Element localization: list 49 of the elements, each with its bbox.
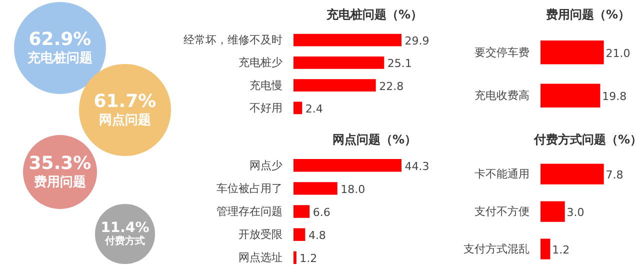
bar [294,182,338,195]
y-tick-label: 不好用 [250,101,282,114]
category-label: 付费方式 [104,236,145,248]
bar [294,102,302,114]
data-label: 1.2 [552,244,570,256]
data-label: 11.4% [100,220,150,236]
category-label: 网点问题 [98,112,151,129]
chart-title: 网点问题（%） [332,132,417,146]
bar [294,79,376,92]
data-label: 25.1 [387,57,412,70]
data-label: 61.7% [94,91,156,113]
data-label: 62.9% [28,29,92,51]
data-label: 29.9 [404,34,430,48]
data-label: 4.8 [308,229,326,242]
y-tick-label: 管理存在问题 [216,205,282,218]
y-tick-label: 充电慢 [250,78,282,92]
data-label: 22.8 [379,80,404,93]
data-label: 18.0 [340,182,366,196]
bar [294,205,310,218]
y-tick-label: 充电桩少 [238,56,282,70]
bar [294,251,296,264]
data-label: 6.6 [312,206,330,219]
y-tick-label: 卡不能通用 [474,168,530,180]
bar [294,34,402,46]
data-label: 2.4 [305,102,323,116]
data-label: 7.8 [606,168,624,182]
category-label: 费用问题 [34,174,86,191]
bar [294,56,384,69]
data-label: 3.0 [566,206,584,219]
data-label: 44.3 [404,160,430,173]
data-label: 19.8 [602,90,627,104]
chart-title: 付费方式问题（%） [532,132,640,146]
y-tick-label: 充电收费高 [474,89,530,102]
y-tick-label: 车位被占用了 [216,182,282,195]
category-label: 充电桩问题 [28,51,92,67]
y-tick-label: 支付方式混乱 [464,242,530,256]
data-label: 35.3% [28,153,92,175]
y-tick-label: 支付不方便 [474,205,530,218]
bar [294,159,402,172]
data-label: 21.0 [606,46,630,60]
chart-title: 费用问题（%） [544,8,630,22]
chart-title: 充电桩问题（%） [325,8,423,22]
data-label: 1.2 [300,252,318,266]
y-tick-label: 网点选址 [238,251,282,264]
y-tick-label: 开放受限 [238,228,282,242]
y-tick-label: 要交停车费 [474,46,530,59]
y-tick-label: 经常坏，维修不及时 [184,34,282,47]
y-tick-label: 网点少 [250,158,282,172]
bar [294,228,306,241]
